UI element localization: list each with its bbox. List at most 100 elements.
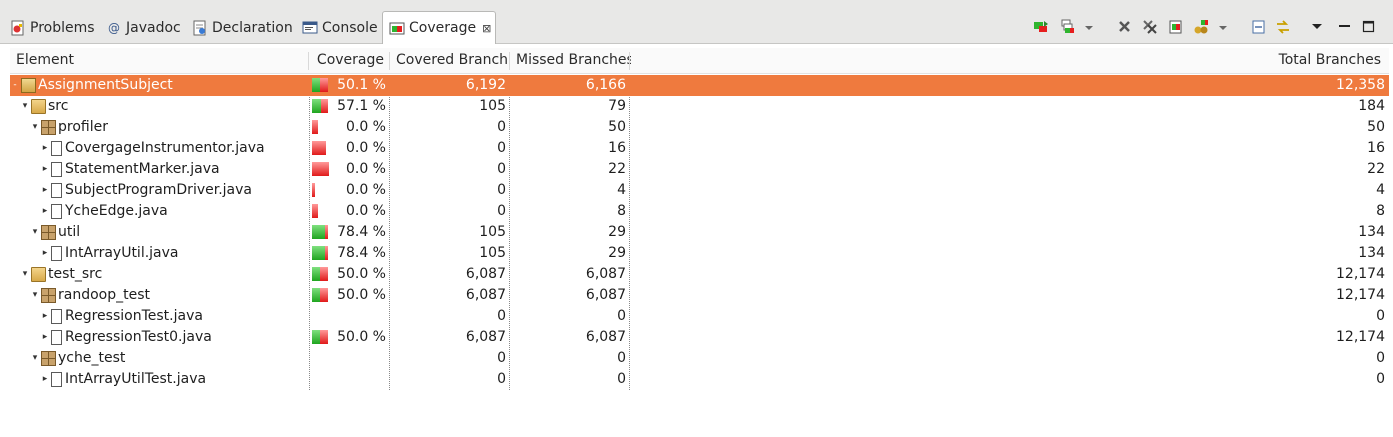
minimize-icon[interactable] [1338, 19, 1352, 35]
collapse-arrow-icon[interactable]: ▾ [32, 353, 38, 363]
view-menu-icon[interactable] [1311, 19, 1323, 35]
table-row[interactable]: ▾ test_src 50.0 % 6,087 6,087 12,174 [10, 264, 1389, 285]
missed-branches: 6,087 [585, 287, 626, 303]
missed-branches: 6,166 [585, 77, 626, 93]
element-name: IntArrayUtil.java [65, 245, 179, 261]
expand-arrow-icon[interactable]: ▸ [42, 143, 48, 153]
total-branches: 4 [1376, 182, 1385, 198]
total-branches: 12,174 [1336, 329, 1385, 345]
package-icon [41, 120, 56, 135]
coverage-percent: 50.0 % [337, 266, 386, 282]
expand-arrow-icon[interactable]: ▸ [42, 311, 48, 321]
merge-sessions-icon[interactable] [1060, 19, 1076, 35]
table-row[interactable]: ▸ SubjectProgramDriver.java 0.0 % 0 4 4 [10, 180, 1389, 201]
column-header-coverage[interactable]: Coverage [316, 52, 384, 68]
link-with-selection-icon[interactable] [1275, 19, 1291, 35]
javadoc-icon: @ [108, 21, 120, 35]
missed-branches: 16 [608, 140, 626, 156]
covered-portion [312, 78, 320, 92]
remove-session-icon[interactable] [1117, 19, 1133, 35]
collapse-arrow-icon[interactable]: ▾ [32, 227, 38, 237]
package-icon [41, 225, 56, 240]
missed-portion [312, 162, 329, 176]
element-name: src [48, 98, 69, 114]
expand-arrow-icon[interactable]: ▸ [42, 185, 48, 195]
collapse-all-icon[interactable] [1251, 19, 1267, 35]
element-name: randoop_test [58, 287, 150, 303]
covered-portion [312, 288, 320, 302]
table-row[interactable]: ▸ IntArrayUtilTest.java 0 0 0 [10, 369, 1389, 390]
element-name: profiler [58, 119, 108, 135]
column-header-total-branches[interactable]: Total Branches [1278, 52, 1381, 68]
table-row[interactable]: ▾ src 57.1 % 105 79 184 [10, 96, 1389, 117]
collapse-arrow-icon[interactable]: - [13, 80, 17, 90]
total-branches: 0 [1376, 371, 1385, 387]
dropdown-arrow-icon[interactable] [1084, 19, 1094, 35]
expand-arrow-icon[interactable]: ▸ [42, 248, 48, 258]
java-file-icon [51, 162, 62, 177]
console-icon [302, 20, 318, 36]
table-row[interactable]: ▸ RegressionTest0.java 50.0 % 6,087 6,087 12,… [10, 327, 1389, 348]
table-row[interactable]: ▸ YcheEdge.java 0.0 % 0 8 8 [10, 201, 1389, 222]
element-name: test_src [48, 266, 103, 282]
maximize-icon[interactable] [1362, 19, 1376, 35]
total-branches: 8 [1376, 203, 1385, 219]
coverage-bar [312, 99, 328, 113]
table-row[interactable]: ▸ StatementMarker.java 0.0 % 0 22 22 [10, 159, 1389, 180]
covered-branches: 0 [497, 182, 506, 198]
collapse-arrow-icon[interactable]: ▾ [32, 290, 38, 300]
element-name: IntArrayUtilTest.java [65, 371, 207, 387]
java-file-icon [51, 141, 62, 156]
missed-portion [312, 120, 318, 134]
missed-branches: 6,087 [585, 329, 626, 345]
column-header-element[interactable]: Element [16, 52, 74, 68]
coverage-bar [312, 288, 328, 302]
package-icon [41, 288, 56, 303]
coverage-percent: 0.0 % [345, 203, 386, 219]
relaunch-icon[interactable] [1033, 19, 1049, 35]
table-row[interactable]: ▾ util 78.4 % 105 29 134 [10, 222, 1389, 243]
table-row[interactable]: ▾ profiler 0.0 % 0 50 50 [10, 117, 1389, 138]
missed-branches: 29 [608, 245, 626, 261]
remove-all-sessions-icon[interactable] [1142, 19, 1158, 35]
covered-branches: 0 [497, 350, 506, 366]
tab-problems[interactable]: Problems [10, 12, 95, 44]
table-row[interactable]: ▸ IntArrayUtil.java 78.4 % 105 29 134 [10, 243, 1389, 264]
covered-branches: 0 [497, 140, 506, 156]
dropdown-arrow-icon[interactable] [1218, 19, 1228, 35]
missed-branches: 6,087 [585, 266, 626, 282]
collapse-arrow-icon[interactable]: ▾ [22, 269, 28, 279]
close-tab-icon[interactable]: ⊠ [482, 21, 492, 35]
problems-icon [10, 20, 26, 36]
missed-branches: 29 [608, 224, 626, 240]
covered-portion [312, 330, 320, 344]
element-name: StatementMarker.java [65, 161, 220, 177]
column-header-missed-branches[interactable]: Missed Branches [516, 52, 631, 68]
total-branches: 16 [1367, 140, 1385, 156]
java-file-icon [51, 183, 62, 198]
expand-arrow-icon[interactable]: ▸ [42, 164, 48, 174]
table-row[interactable]: ▸ RegressionTest.java 0 0 0 [10, 306, 1389, 327]
select-session-icon[interactable] [1193, 19, 1209, 35]
coverage-percent: 50.1 % [337, 77, 386, 93]
table-row[interactable]: ▸ CovergageInstrumentor.java 0.0 % 0 16 16 [10, 138, 1389, 159]
expand-arrow-icon[interactable]: ▸ [42, 374, 48, 384]
tab-console[interactable]: Console [302, 12, 378, 44]
dump-execution-data-icon[interactable] [1168, 19, 1184, 35]
covered-branches: 0 [497, 371, 506, 387]
table-row[interactable]: ▾ randoop_test 50.0 % 6,087 6,087 12,174 [10, 285, 1389, 306]
tab-declaration[interactable]: Declaration [192, 12, 293, 44]
table-row[interactable]: - AssignmentSubject 50.1 % 6,192 6,166 12,358 [10, 75, 1389, 96]
collapse-arrow-icon[interactable]: ▾ [32, 122, 38, 132]
total-branches: 184 [1358, 98, 1385, 114]
project-icon [21, 78, 36, 93]
covered-branches: 0 [497, 308, 506, 324]
table-row[interactable]: ▾ yche_test 0 0 0 [10, 348, 1389, 369]
expand-arrow-icon[interactable]: ▸ [42, 332, 48, 342]
tab-coverage[interactable]: Coverage ⊠ [382, 11, 496, 44]
tab-javadoc[interactable]: @ Javadoc [108, 12, 181, 44]
column-header-covered-branches[interactable]: Covered Branches [396, 52, 508, 68]
coverage-percent: 50.0 % [337, 329, 386, 345]
collapse-arrow-icon[interactable]: ▾ [22, 101, 28, 111]
expand-arrow-icon[interactable]: ▸ [42, 206, 48, 216]
